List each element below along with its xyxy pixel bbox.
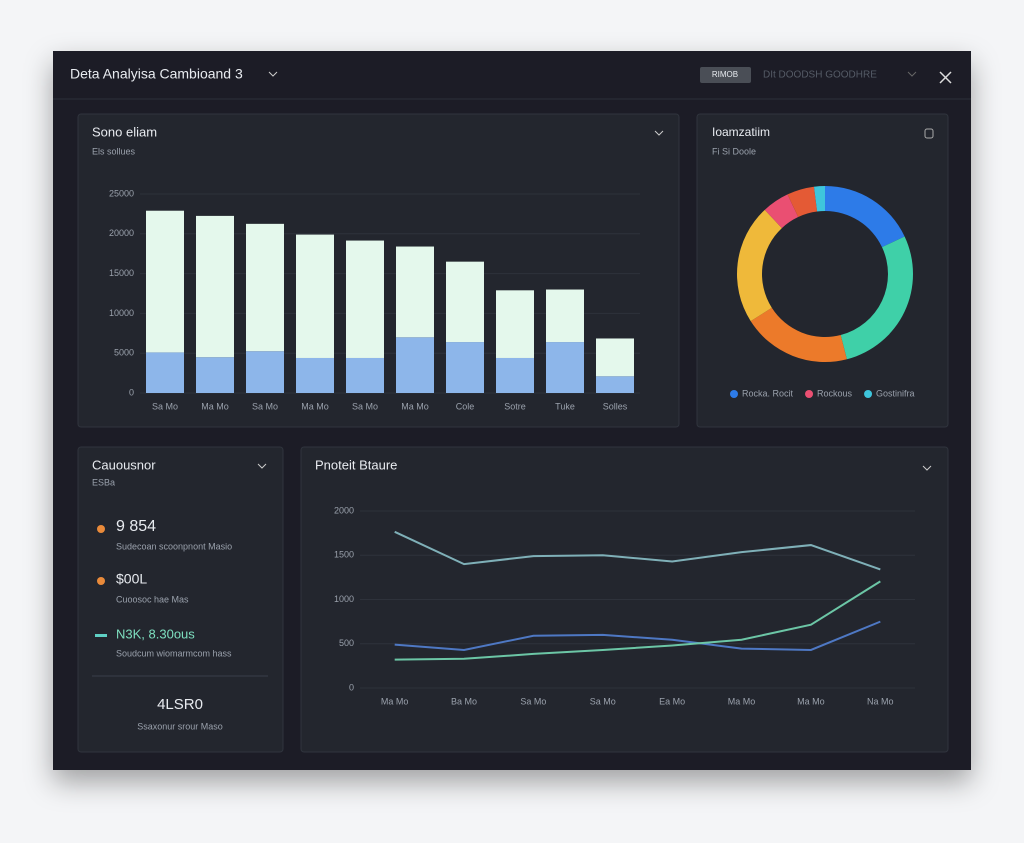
stat-label: Cuoosoc hae Mas — [116, 594, 189, 604]
bar-segment — [446, 261, 484, 343]
legend-label: Rocka. Rocit — [742, 388, 794, 398]
bar-segment — [546, 342, 584, 393]
y-tick-label: 1000 — [334, 594, 354, 604]
stat-value: $00L — [116, 571, 147, 587]
x-tick-label: Ea Mo — [659, 696, 685, 706]
panel — [696, 113, 949, 428]
total-value: 4LSR0 — [157, 696, 203, 713]
y-tick-label: 2000 — [334, 505, 354, 515]
bar-segment — [396, 246, 434, 338]
button[interactable] — [700, 67, 751, 83]
x-tick-label: Sa Mo — [590, 696, 616, 706]
bar-segment — [546, 289, 584, 343]
chevron[interactable] — [257, 130, 932, 471]
legend-label: Gostinifra — [876, 388, 915, 398]
x-tick-label: Sotre — [504, 401, 526, 411]
icon — [95, 634, 107, 637]
bar-segment — [446, 342, 484, 393]
line — [394, 580, 881, 661]
x-tick-label: Na Mo — [867, 696, 894, 706]
chevron[interactable] — [907, 71, 917, 77]
button-label[interactable]: RIMOB — [712, 70, 738, 79]
x-tick-label: Sa Mo — [152, 401, 178, 411]
y-tick-label: 10000 — [109, 308, 134, 318]
icon — [97, 525, 105, 533]
x-tick-label: Ma Mo — [201, 401, 229, 411]
y-tick-label: 20000 — [109, 228, 134, 238]
x-tick-label: Ma Mo — [797, 696, 825, 706]
bar-segment — [246, 223, 284, 352]
bar-segment — [596, 376, 634, 393]
stat-value: N3K, 8.30ous — [116, 626, 195, 641]
panel-title: Sono eliam — [92, 124, 157, 139]
menu[interactable]: DIt DOODSH GOODHRE — [763, 70, 877, 81]
bar-segment — [496, 357, 534, 393]
y-tick-label: 500 — [339, 638, 354, 648]
bar-segment — [246, 351, 284, 393]
y-tick-label: 15000 — [109, 268, 134, 278]
panel-subtitle: Fi Si Doole — [712, 146, 756, 156]
pie-segment — [750, 307, 847, 362]
stat-label: Soudcum wiomarmcom hass — [116, 648, 232, 658]
app-title: Deta Analyisa Cambioand 3 — [70, 66, 243, 82]
legend-label: Rockous — [817, 388, 853, 398]
panel-title: Ioamzatiim — [712, 125, 770, 139]
close-button[interactable] — [939, 71, 952, 84]
y-tick-label: 5000 — [114, 348, 134, 358]
x-tick-label: Cole — [456, 401, 475, 411]
bar-segment — [146, 210, 184, 353]
y-tick-label: 25000 — [109, 188, 134, 198]
bar-segment — [296, 357, 334, 393]
legend-swatch — [730, 390, 738, 398]
icon — [97, 577, 105, 585]
x-tick-label: Ma Mo — [728, 696, 756, 706]
bar-segment — [196, 215, 234, 358]
bar-segment — [296, 234, 334, 358]
x-tick-label: Ma Mo — [401, 401, 429, 411]
bar-segment — [346, 357, 384, 393]
pie-segment — [840, 236, 913, 360]
y-tick-label: 0 — [349, 682, 354, 692]
x-tick-label: Tuke — [555, 401, 575, 411]
bar-segment — [596, 338, 634, 377]
y-tick-label: 0 — [129, 387, 134, 397]
panel-subtitle: ESBa — [92, 477, 115, 487]
stat-value: 9 854 — [116, 518, 156, 535]
pie-segment — [825, 186, 905, 248]
bar-segment — [346, 240, 384, 358]
pie-segment — [787, 186, 818, 217]
legend-swatch — [805, 390, 814, 398]
x-tick-label: Sa Mo — [252, 401, 278, 411]
x-tick-label: Sa Mo — [520, 696, 546, 706]
bar-segment — [496, 290, 534, 358]
icon[interactable] — [924, 128, 934, 139]
x-tick-label: Sa Mo — [352, 401, 378, 411]
chevron[interactable] — [268, 71, 278, 77]
panel-subtitle: Els sollues — [92, 146, 136, 156]
x-tick-label: Solles — [603, 401, 628, 411]
pie-segment — [737, 209, 782, 322]
line — [394, 620, 881, 651]
x-tick-label: Ma Mo — [301, 401, 329, 411]
legend-swatch — [864, 390, 873, 398]
panel-title: Cauousnor — [92, 457, 156, 472]
x-tick-label: Ma Mo — [381, 696, 409, 706]
bar-segment — [146, 352, 184, 393]
bar-segment — [396, 337, 434, 393]
y-tick-label: 1500 — [334, 550, 354, 560]
total-label: Ssaxonur srour Maso — [137, 721, 223, 731]
pie-segment — [813, 186, 825, 212]
bar-segment — [196, 357, 234, 393]
panel-title: Pnoteit Btaure — [315, 457, 397, 472]
line — [394, 530, 881, 571]
x-tick-label: Ba Mo — [451, 696, 477, 706]
pie-segment — [764, 194, 799, 229]
stat-label: Sudecoan scoonpnont Masio — [116, 541, 232, 551]
